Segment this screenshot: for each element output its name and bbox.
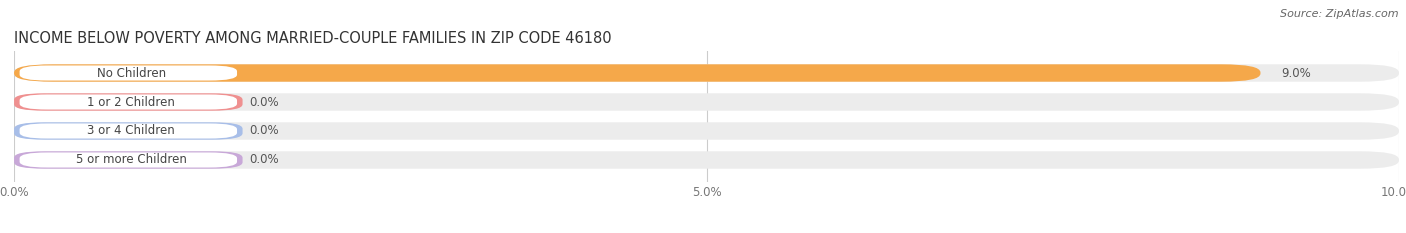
FancyBboxPatch shape <box>14 93 1399 111</box>
FancyBboxPatch shape <box>20 65 238 81</box>
Text: No Children: No Children <box>97 66 166 79</box>
FancyBboxPatch shape <box>20 94 238 110</box>
Text: 0.0%: 0.0% <box>249 124 280 137</box>
FancyBboxPatch shape <box>20 123 238 139</box>
FancyBboxPatch shape <box>14 93 243 111</box>
Text: 5 or more Children: 5 or more Children <box>76 154 187 167</box>
Text: 3 or 4 Children: 3 or 4 Children <box>87 124 174 137</box>
Text: 9.0%: 9.0% <box>1281 66 1310 79</box>
Text: INCOME BELOW POVERTY AMONG MARRIED-COUPLE FAMILIES IN ZIP CODE 46180: INCOME BELOW POVERTY AMONG MARRIED-COUPL… <box>14 31 612 46</box>
FancyBboxPatch shape <box>14 64 1261 82</box>
FancyBboxPatch shape <box>14 151 243 169</box>
FancyBboxPatch shape <box>14 122 1399 140</box>
FancyBboxPatch shape <box>20 152 238 168</box>
Text: Source: ZipAtlas.com: Source: ZipAtlas.com <box>1281 9 1399 19</box>
Text: 1 or 2 Children: 1 or 2 Children <box>87 96 174 109</box>
Text: 0.0%: 0.0% <box>249 96 280 109</box>
Text: 0.0%: 0.0% <box>249 154 280 167</box>
FancyBboxPatch shape <box>14 151 1399 169</box>
FancyBboxPatch shape <box>14 64 1399 82</box>
FancyBboxPatch shape <box>14 122 243 140</box>
